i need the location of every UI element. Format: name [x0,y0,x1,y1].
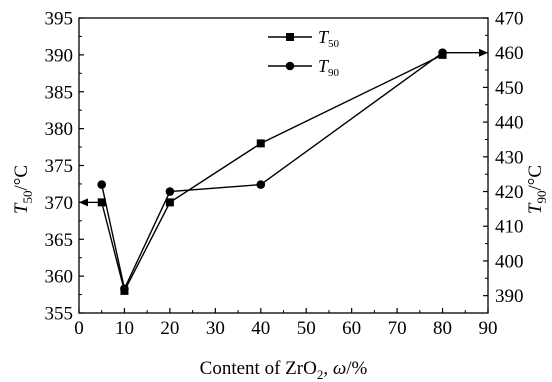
right-tick-label: 430 [495,147,524,168]
data-point-circle [256,180,265,189]
x-tick-label: 0 [74,318,84,339]
x-tick-label: 50 [297,318,316,339]
legend-item: T50 [268,27,340,50]
right-tick-label: 460 [495,43,524,64]
x-tick-label: 20 [160,318,179,339]
x-tick-label: 60 [342,318,361,339]
left-arrow-icon [79,198,88,206]
left-tick-label: 370 [45,193,74,214]
left-tick-label: 360 [45,267,74,288]
data-point-square [166,198,174,206]
x-tick-label: 70 [388,318,407,339]
data-point-circle [97,180,106,189]
right-tick-label: 410 [495,217,524,238]
x-tick-label: 30 [206,318,225,339]
left-tick-label: 385 [45,82,74,103]
left-tick-label: 355 [45,304,74,325]
legend-label: T50 [318,27,340,50]
x-axis-title: Content of ZrO2, ω/% [200,358,368,382]
right-tick-label: 440 [495,113,524,134]
series-line [102,53,443,289]
legend-item: T90 [268,56,340,79]
legend-label: T90 [318,56,340,79]
left-tick-label: 395 [45,9,74,30]
right-axis-title: T90/°C [525,165,549,214]
left-axis-ticks: 355 360 365 370 375 380 385 390 395 [45,9,85,325]
x-tick-label: 40 [251,318,270,339]
x-tick-label: 80 [433,318,452,339]
right-tick-label: 470 [495,9,524,30]
x-tick-label: 90 [479,318,498,339]
right-tick-label: 390 [495,286,524,307]
right-arrow-icon [479,49,488,57]
data-point-circle [166,187,175,196]
right-tick-label: 420 [495,182,524,203]
right-axis-ticks: 390 400 410 420 430 440 450 460 470 [483,9,524,314]
right-tick-label: 450 [495,78,524,99]
left-tick-label: 390 [45,45,74,66]
axis-arrows [79,49,488,207]
legend-marker-circle [286,62,295,71]
legend-marker-square [286,33,294,41]
left-tick-label: 380 [45,119,74,140]
left-tick-label: 375 [45,156,74,177]
series-layer [97,48,446,294]
series-t90 [97,48,446,293]
left-axis-title: T50/°C [11,165,35,214]
x-tick-label: 10 [115,318,134,339]
data-point-square [257,139,265,147]
right-tick-label: 400 [495,251,524,272]
left-tick-label: 365 [45,230,74,251]
data-point-circle [120,284,129,293]
